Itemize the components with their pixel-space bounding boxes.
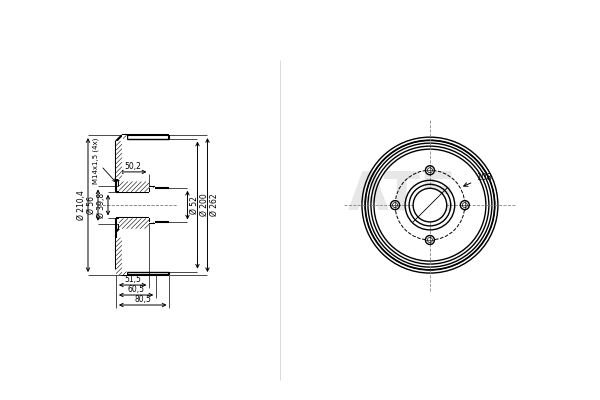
Text: Ø 200: Ø 200	[199, 194, 208, 216]
Text: Ø 210,4: Ø 210,4	[77, 190, 86, 220]
Text: 50,2: 50,2	[124, 162, 141, 171]
Text: 24.0220-0016.1: 24.0220-0016.1	[166, 12, 338, 31]
Text: 80,5: 80,5	[134, 295, 151, 304]
Circle shape	[391, 201, 400, 210]
Circle shape	[460, 201, 469, 210]
Text: 60,5: 60,5	[128, 285, 145, 294]
Text: 480018: 480018	[391, 12, 473, 31]
Bar	[149, 187, 155, 188]
Circle shape	[425, 236, 434, 244]
Bar	[122, 135, 127, 139]
Text: 51,5: 51,5	[124, 275, 141, 284]
Text: ATE: ATE	[347, 169, 457, 221]
Bar	[116, 141, 122, 178]
Bar	[119, 182, 149, 192]
Text: 108: 108	[464, 173, 492, 186]
Bar	[149, 222, 155, 223]
Text: Ø 56: Ø 56	[87, 196, 96, 214]
Bar	[119, 218, 149, 229]
Text: Ø 262: Ø 262	[209, 194, 218, 216]
Bar	[122, 272, 127, 275]
Text: Ø 52: Ø 52	[190, 196, 199, 214]
Bar	[116, 238, 122, 275]
Circle shape	[425, 166, 434, 175]
Text: Ø 39,8: Ø 39,8	[97, 192, 106, 218]
Text: M14x1,5 (4x): M14x1,5 (4x)	[93, 138, 99, 184]
Circle shape	[413, 188, 447, 222]
